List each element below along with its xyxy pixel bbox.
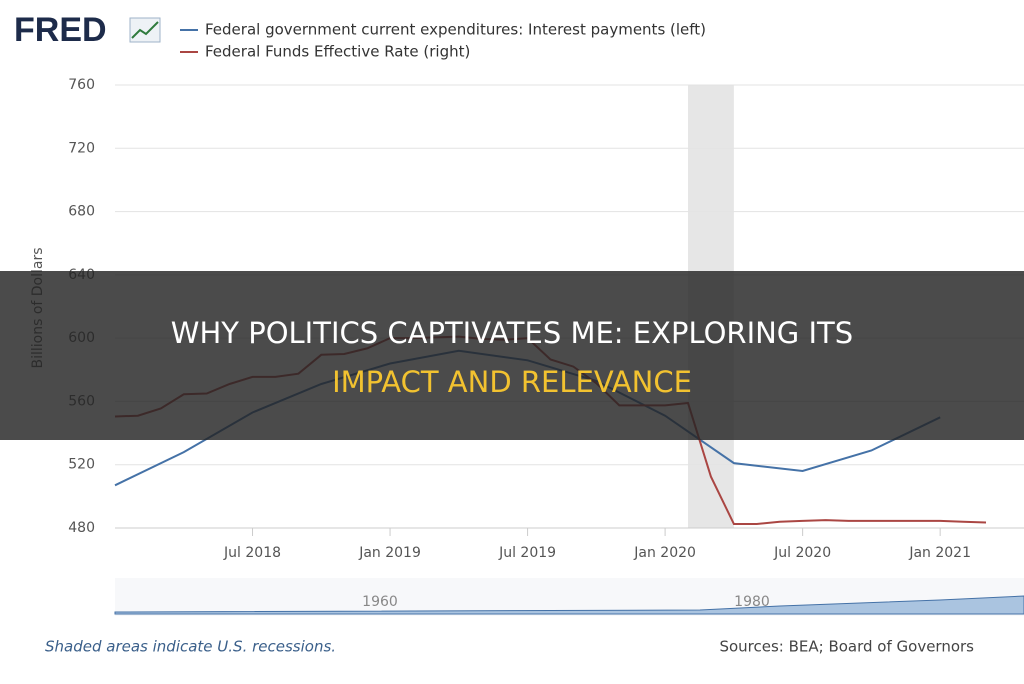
y-tick-label: 680 (68, 204, 95, 220)
x-tick-label: Jul 2018 (223, 545, 281, 561)
x-tick-label: Jan 2021 (908, 545, 971, 561)
navigator-label: 1960 (362, 594, 398, 610)
navigator-label: 1980 (734, 594, 770, 610)
navigator-area (114, 595, 1024, 615)
logo-icon (129, 17, 161, 43)
overlay-subtitle: IMPACT AND RELEVANCE (332, 365, 692, 399)
x-tick-label: Jan 2019 (358, 545, 421, 561)
x-tick-label: Jul 2020 (773, 545, 831, 561)
overlay-banner (0, 271, 1024, 440)
y-tick-label: 480 (68, 520, 95, 536)
y-tick-label: 520 (68, 457, 95, 473)
legend-label: Federal Funds Effective Rate (right) (205, 43, 470, 61)
y-tick-label: 760 (68, 77, 95, 93)
legend-label: Federal government current expenditures:… (205, 21, 706, 39)
logo-line (131, 21, 159, 39)
overlay-title: WHY POLITICS CAPTIVATES ME: EXPLORING IT… (171, 316, 853, 350)
x-tick-label: Jan 2020 (633, 545, 696, 561)
y-tick-label: 720 (68, 140, 95, 156)
x-tick-label: Jul 2019 (498, 545, 556, 561)
note: Shaded areas indicate U.S. recessions. (45, 638, 336, 656)
logo: FRED (14, 11, 107, 49)
source: Sources: BEA; Board of Governors (719, 638, 974, 656)
logo-frame (129, 17, 161, 43)
